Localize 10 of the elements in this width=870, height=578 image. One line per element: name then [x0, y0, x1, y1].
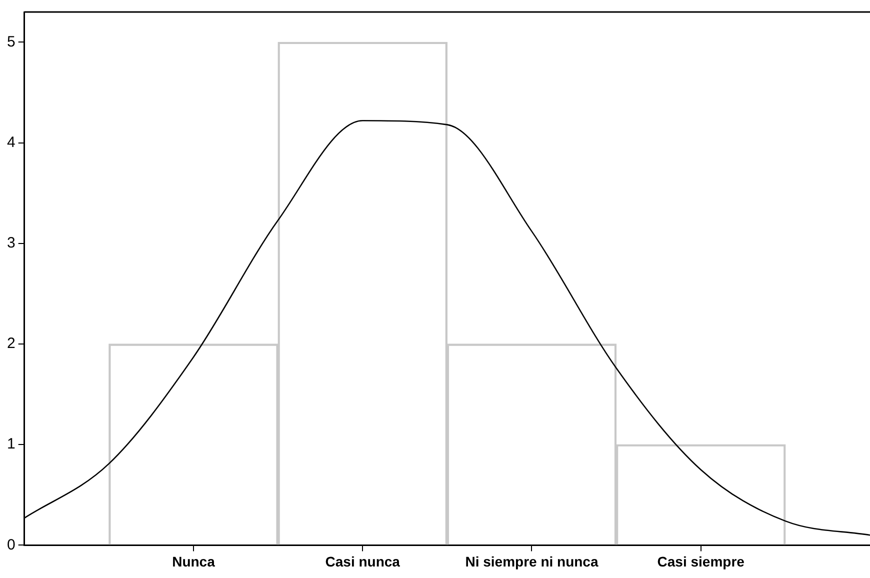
y-tick-label: 2: [7, 335, 16, 352]
x-tick-label: Ni siempre ni nunca: [465, 553, 598, 570]
y-tick-label: 0: [7, 536, 16, 554]
x-tick-label: Casi nunca: [325, 553, 400, 570]
x-tick-label: Casi siempre: [657, 553, 745, 570]
x-tick-label: Nunca: [172, 553, 216, 570]
y-tick-label: 5: [7, 33, 16, 50]
y-tick-label: 1: [7, 436, 16, 453]
y-tick-label: 3: [7, 234, 16, 252]
y-tick-label: 4: [7, 134, 16, 151]
